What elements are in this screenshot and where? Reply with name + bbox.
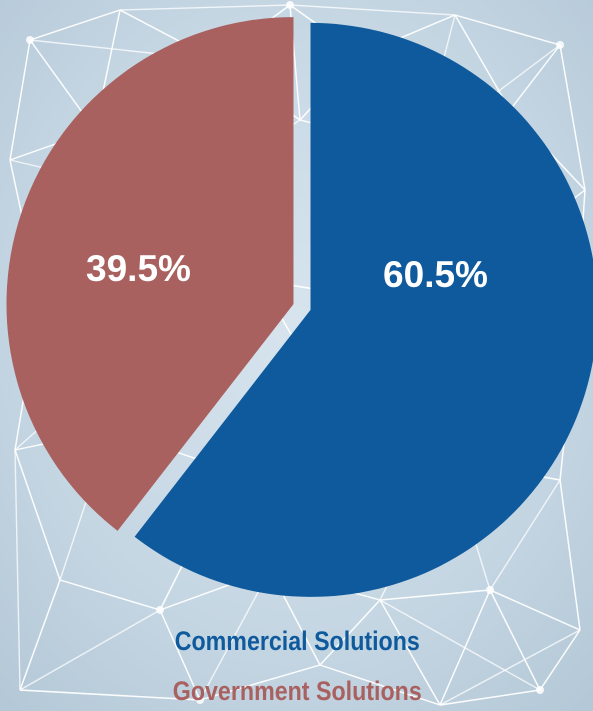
legend-item-commercial-solutions: Commercial Solutions (174, 626, 420, 656)
slice-label-commercial-solutions: 60.5% (383, 254, 488, 295)
legend-item-government-solutions: Government Solutions (172, 676, 422, 706)
slice-label-government-solutions: 39.5% (86, 248, 191, 289)
pie-slice-commercial-solutions (134, 22, 593, 597)
pie-slice-government-solutions (6, 17, 294, 531)
